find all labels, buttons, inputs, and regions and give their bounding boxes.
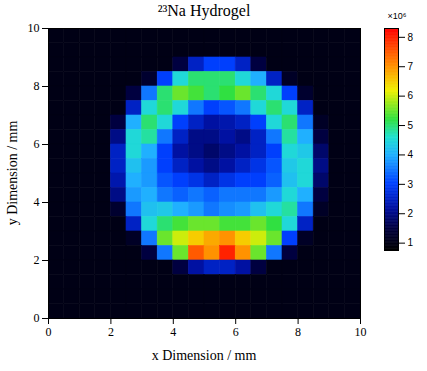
svg-text:4: 4 xyxy=(408,149,414,160)
svg-text:8: 8 xyxy=(295,325,301,339)
svg-text:2: 2 xyxy=(408,208,414,219)
svg-text:4: 4 xyxy=(170,325,176,339)
svg-text:2: 2 xyxy=(34,253,40,267)
svg-text:7: 7 xyxy=(408,61,414,72)
svg-text:6: 6 xyxy=(408,90,414,101)
svg-text:4: 4 xyxy=(34,195,40,209)
svg-text:1: 1 xyxy=(408,237,414,248)
svg-text:10: 10 xyxy=(28,21,40,35)
svg-text:8: 8 xyxy=(34,79,40,93)
html-text:×10⁶: ×10⁶ xyxy=(387,11,407,21)
svg-text:5: 5 xyxy=(408,120,414,131)
svg-text:3: 3 xyxy=(408,179,414,190)
svg-text:6: 6 xyxy=(233,325,239,339)
svg-text:8: 8 xyxy=(408,32,414,43)
svg-text:0: 0 xyxy=(46,325,52,339)
svg-text:10: 10 xyxy=(355,325,367,339)
svg-text:0: 0 xyxy=(34,311,40,325)
svg-text:6: 6 xyxy=(34,137,40,151)
html-text:y Dimension / mm: y Dimension / mm xyxy=(5,120,20,226)
html-text:x Dimension / mm: x Dimension / mm xyxy=(151,348,257,363)
svg-text:2: 2 xyxy=(108,325,114,339)
html-text:²³Na Hydrogel: ²³Na Hydrogel xyxy=(157,2,251,19)
